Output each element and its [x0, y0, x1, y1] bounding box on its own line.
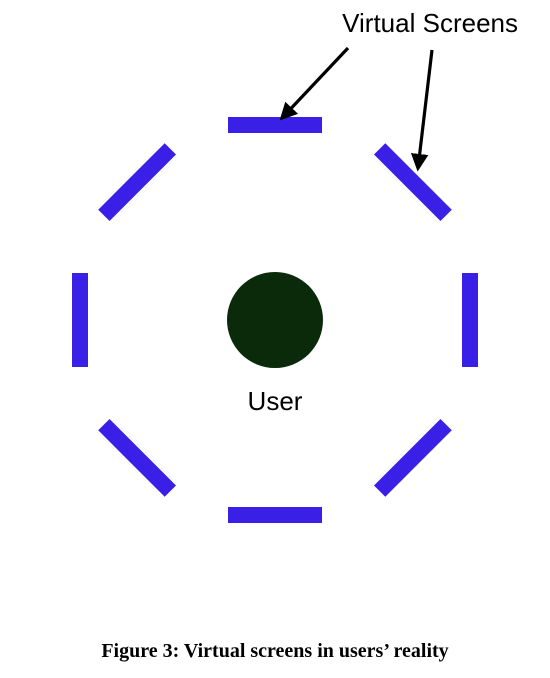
virtual-screen-0 [462, 273, 478, 367]
screens-annotation-label: Virtual Screens [342, 8, 518, 38]
diagram-svg: User Virtual Screens [0, 0, 550, 678]
figure-caption: Figure 3: Virtual screens in users’ real… [0, 640, 550, 663]
virtual-screen-4 [72, 273, 88, 367]
virtual-screen-6 [228, 507, 322, 523]
virtual-screen-2 [228, 117, 322, 133]
figure-virtual-screens: User Virtual Screens Figure 3: Virtual sc… [0, 0, 550, 678]
user-dot [227, 272, 323, 368]
user-label: User [248, 386, 303, 416]
